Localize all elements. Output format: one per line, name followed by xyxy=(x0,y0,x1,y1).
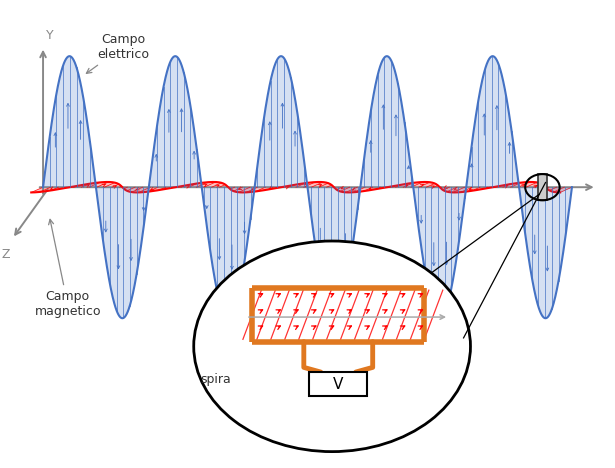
Text: Campo
elettrico: Campo elettrico xyxy=(86,33,149,73)
Polygon shape xyxy=(360,56,413,189)
Text: Y: Y xyxy=(46,29,54,42)
Polygon shape xyxy=(175,182,228,187)
Bar xyxy=(309,372,367,396)
Polygon shape xyxy=(122,187,175,192)
Polygon shape xyxy=(31,187,69,192)
Text: Z: Z xyxy=(1,248,10,261)
Polygon shape xyxy=(96,187,149,318)
Polygon shape xyxy=(255,56,308,188)
Text: V: V xyxy=(333,377,343,392)
Polygon shape xyxy=(228,187,281,192)
Polygon shape xyxy=(546,187,572,192)
Circle shape xyxy=(194,241,470,452)
Polygon shape xyxy=(466,56,519,189)
Polygon shape xyxy=(281,182,334,187)
Polygon shape xyxy=(493,182,546,187)
Polygon shape xyxy=(440,187,493,192)
Polygon shape xyxy=(202,186,255,318)
Polygon shape xyxy=(519,187,572,318)
Text: Campo
magnetico: Campo magnetico xyxy=(34,219,101,318)
Polygon shape xyxy=(334,187,387,192)
Polygon shape xyxy=(413,185,466,318)
Polygon shape xyxy=(43,56,96,187)
Polygon shape xyxy=(308,186,360,318)
Polygon shape xyxy=(387,182,440,187)
Polygon shape xyxy=(69,182,122,187)
Polygon shape xyxy=(149,56,202,188)
Bar xyxy=(538,174,547,200)
Text: spira: spira xyxy=(200,373,231,386)
